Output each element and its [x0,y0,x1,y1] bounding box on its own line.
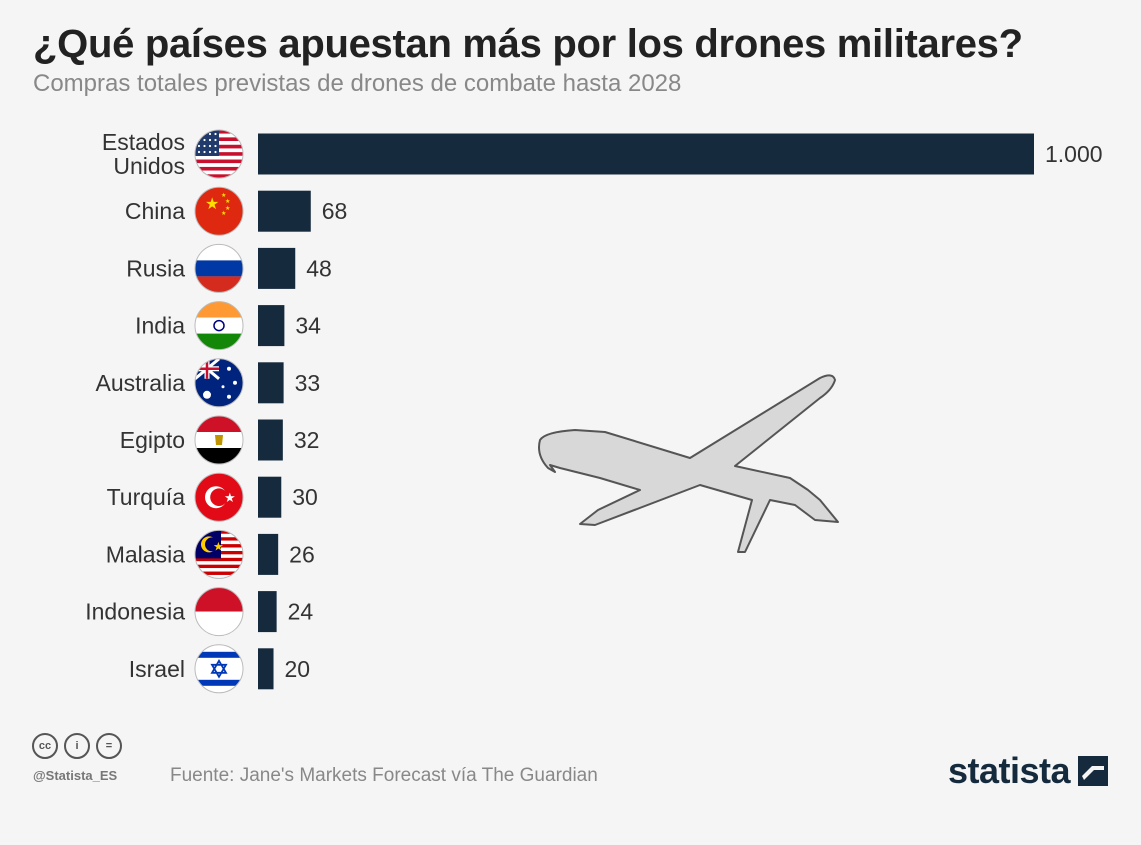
bar [258,247,296,289]
no-derivatives-icon: = [96,733,122,759]
bar [258,533,279,575]
russia-flag-icon [194,243,244,293]
bar-row: Israel 20 [129,644,311,694]
bar-row: China ★ ★★★★ 68 [125,186,348,236]
category-label: China [125,198,185,224]
value-label: 24 [288,599,314,625]
value-label: 48 [306,255,332,281]
bar-row: Estados Unidos 1.000 [102,129,1103,179]
bar [258,305,285,347]
bar-row: India 34 [135,301,321,351]
statista-logo[interactable]: statista [948,750,1108,792]
value-label: 32 [294,427,320,453]
license-icons: cc i = [32,733,122,759]
svg-text:★: ★ [225,205,230,212]
value-label: 68 [322,198,348,224]
category-label: Malasia [106,541,185,567]
usa-flag-icon [194,129,244,179]
drone-illustration [538,374,839,553]
value-label: 33 [295,370,321,396]
statista-handle: @Statista_ES [33,768,118,783]
brand-name: statista [947,750,1071,791]
category-label: Israel [129,656,185,682]
bar [258,476,282,518]
india-flag-icon [194,301,244,351]
turkey-flag-icon: ★ [194,472,244,522]
svg-text:★: ★ [224,490,236,505]
category-label: Indonesia [85,599,185,625]
egypt-flag-icon [194,415,244,465]
chart-title: ¿Qué países apuestan más por los drones … [33,22,1023,66]
indonesia-flag-icon [194,587,244,637]
malaysia-flag-icon: ★ [194,529,244,579]
category-label: Turquía [107,484,186,510]
category-label: India [135,313,185,339]
israel-flag-icon [194,644,244,694]
bar-row: Australia 33 [96,358,321,408]
svg-text:★: ★ [205,196,219,213]
bar [258,362,284,404]
bar [258,133,1034,175]
bar-row: Rusia 48 [126,243,332,293]
category-label: Estados Unidos [102,129,185,179]
svg-text:★: ★ [221,192,226,199]
creative-commons-icon: cc [32,733,58,759]
bar [258,419,283,461]
value-label: 20 [285,656,311,682]
chart-subtitle: Compras totales previstas de drones de c… [33,70,682,97]
bar [258,648,274,690]
category-label: Rusia [126,255,185,281]
statista-logo-icon [1078,756,1108,786]
category-label: Australia [96,370,186,396]
bar-row: Malasia ★ 26 [106,529,315,579]
attribution-icon: i [64,733,90,759]
value-label: 26 [289,541,315,567]
bar [258,190,311,232]
svg-text:★: ★ [225,198,230,205]
value-label: 34 [295,313,321,339]
svg-text:★: ★ [213,539,224,553]
bar-row: Turquía ★ 30 [107,472,318,522]
bar-row: Egipto 32 [120,415,320,465]
bar [258,591,277,633]
value-label: 1.000 [1045,141,1103,167]
source-note: Fuente: Jane's Markets Forecast vía The … [170,765,598,786]
australia-flag-icon [194,358,244,408]
svg-text:★: ★ [221,210,226,217]
china-flag-icon: ★ ★★★★ [194,186,244,236]
value-label: 30 [292,484,318,510]
category-label: Egipto [120,427,185,453]
bar-row: Indonesia 24 [85,587,314,637]
